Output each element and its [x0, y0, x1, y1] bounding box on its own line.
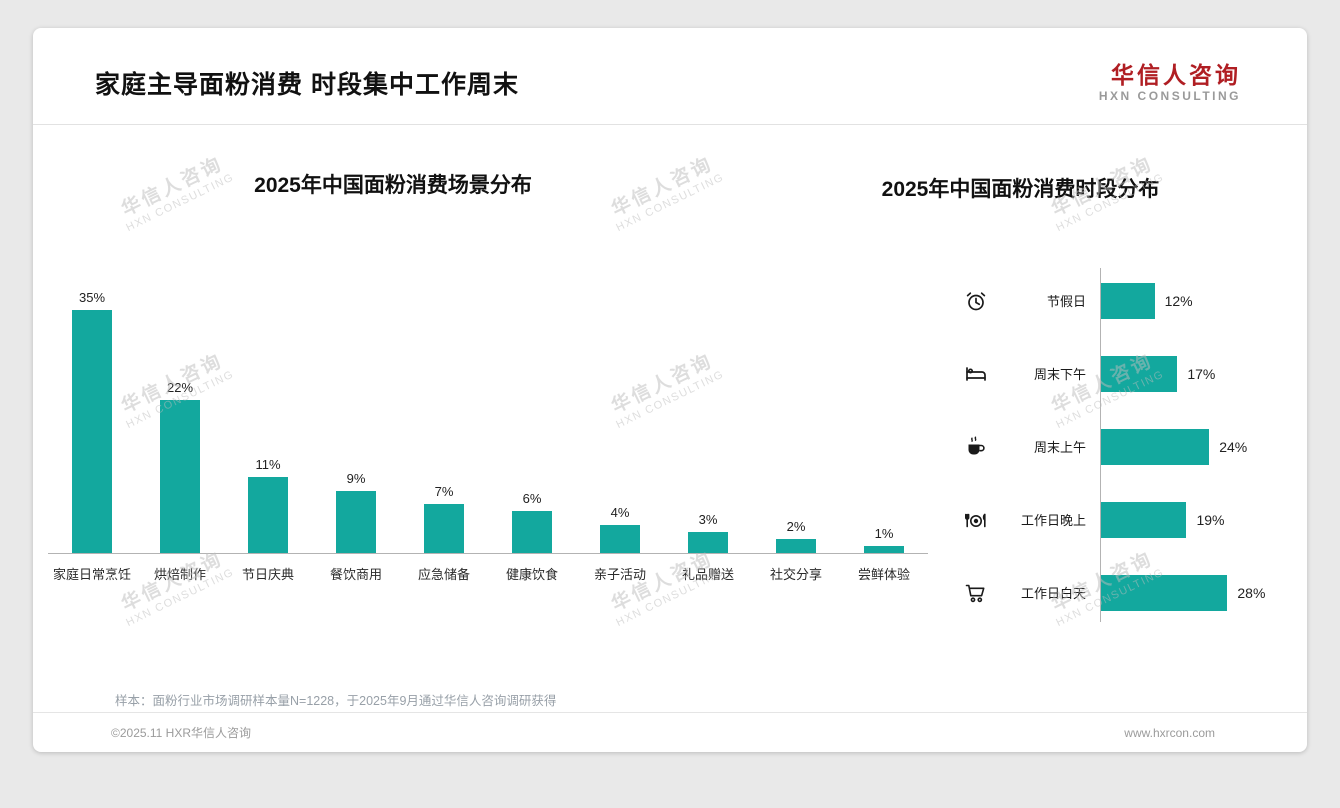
- footer: ©2025.11 HXR华信人咨询 www.hxrcon.com: [33, 712, 1307, 752]
- bar-category-label: 尝鲜体验: [857, 567, 910, 582]
- scene-bar-group: 9%: [312, 471, 400, 553]
- scene-bar: [512, 511, 552, 553]
- bar-value-label: 4%: [610, 505, 630, 521]
- footer-url: www.hxrcon.com: [1124, 725, 1215, 740]
- scene-bar: [864, 546, 904, 553]
- time-chart-title: 2025年中国面粉消费时段分布: [881, 178, 1160, 201]
- time-chart-axis: [1100, 268, 1101, 622]
- time-chart-rows: 节假日 12% 周末下午 17% 周末上午 24% 工作日晚上 19% 工作日白天 28%: [962, 264, 1307, 629]
- scene-bar: [688, 532, 728, 553]
- scene-chart: 35% 22% 11% 9% 7% 6% 4% 3% 2% 1% 家庭日常烹饪 烘焙制作 节日庆典 餐饮…: [48, 290, 928, 583]
- scene-bar-group: 6%: [488, 491, 576, 553]
- scene-bar-group: 4%: [576, 505, 664, 553]
- time-row: 周末下午 17%: [962, 337, 1307, 410]
- time-row: 工作日晚上 19%: [962, 483, 1307, 556]
- time-value-label: 17%: [1187, 365, 1216, 382]
- scene-bar-group: 35%: [48, 290, 136, 553]
- scene-bar: [336, 490, 376, 553]
- page-title: 家庭主导面粉消费 时段集中工作周末: [95, 71, 519, 99]
- bar-category-label: 烘焙制作: [153, 567, 206, 582]
- bar-category-label: 健康饮食: [505, 567, 558, 582]
- coffee-icon: [962, 435, 990, 459]
- time-category-label: 周末下午: [1033, 367, 1086, 382]
- bar-category-label: 社交分享: [769, 567, 822, 582]
- time-category-label: 节假日: [1046, 294, 1086, 309]
- bar-value-label: 11%: [255, 456, 281, 472]
- time-category-label: 周末上午: [1033, 440, 1086, 455]
- bar-value-label: 1%: [874, 526, 894, 542]
- bar-category-label: 家庭日常烹饪: [52, 567, 131, 582]
- header: 家庭主导面粉消费 时段集中工作周末 华信人咨询 HXN CONSULTING: [33, 28, 1307, 125]
- scene-bar: [776, 539, 816, 553]
- brand-subtitle: HXN CONSULTING: [1098, 89, 1241, 104]
- scene-bar-group: 22%: [136, 380, 224, 553]
- scene-bar: [160, 400, 200, 553]
- bar-value-label: 7%: [434, 484, 454, 500]
- bar-value-label: 6%: [522, 491, 542, 507]
- time-chart: 节假日 12% 周末下午 17% 周末上午 24% 工作日晚上 19% 工作日白天 28%: [962, 264, 1307, 629]
- time-bar: [1100, 428, 1210, 465]
- sample-note: 样本：面粉行业市场调研样本量N=1228，于2025年9月通过华信人咨询调研获得: [115, 694, 557, 708]
- footer-copyright: ©2025.11 HXR华信人咨询: [111, 726, 251, 740]
- shopping-cart-icon: [962, 581, 990, 605]
- time-value-label: 12%: [1164, 292, 1193, 309]
- time-bar: [1100, 501, 1187, 538]
- time-value-label: 19%: [1196, 511, 1225, 528]
- charts-area: 2025年中国面粉消费场景分布 2025年中国面粉消费时段分布 35% 22% 11…: [33, 125, 1307, 683]
- scene-bar-group: 7%: [400, 484, 488, 553]
- brand-logo: 华信人咨询 HXN CONSULTING: [1099, 62, 1241, 104]
- time-row: 工作日白天 28%: [962, 556, 1307, 629]
- scene-bar: [248, 476, 288, 553]
- time-bar: [1100, 574, 1228, 611]
- bar-category-label: 亲子活动: [593, 567, 646, 582]
- time-bar: [1100, 355, 1178, 392]
- scene-bar-group: 2%: [752, 519, 840, 553]
- time-row: 节假日 12%: [962, 264, 1307, 337]
- time-category-label: 工作日白天: [1020, 586, 1086, 601]
- bar-value-label: 9%: [346, 470, 366, 486]
- time-value-label: 28%: [1237, 584, 1266, 601]
- bed-icon: [962, 362, 990, 386]
- scene-bar: [600, 525, 640, 553]
- bar-category-label: 礼品赠送: [681, 567, 734, 582]
- scene-bar: [72, 310, 112, 553]
- time-value-label: 24%: [1219, 438, 1248, 455]
- bar-value-label: 3%: [698, 512, 718, 528]
- cutlery-icon: [962, 508, 990, 532]
- scene-bar-group: 11%: [224, 457, 312, 553]
- time-bar: [1100, 282, 1155, 319]
- bar-category-label: 应急储备: [417, 567, 470, 582]
- scene-chart-columns: 35% 22% 11% 9% 7% 6% 4% 3% 2% 1%: [48, 290, 928, 553]
- scene-bar: [424, 504, 464, 553]
- alarm-clock-icon: [962, 289, 990, 313]
- scene-chart-labels: 家庭日常烹饪 烘焙制作 节日庆典 餐饮商用 应急储备 健康饮食 亲子活动 礼品赠送 社交分享 尝鲜…: [48, 553, 928, 583]
- bar-value-label: 2%: [786, 519, 806, 535]
- time-category-label: 工作日晚上: [1020, 513, 1086, 528]
- scene-bar-group: 3%: [664, 512, 752, 553]
- bar-value-label: 35%: [78, 290, 106, 306]
- bar-category-label: 节日庆典: [241, 567, 294, 582]
- bar-category-label: 餐饮商用: [329, 567, 382, 582]
- slide: 家庭主导面粉消费 时段集中工作周末 华信人咨询 HXN CONSULTING 2…: [33, 28, 1307, 752]
- bar-value-label: 22%: [166, 380, 194, 396]
- scene-bar-group: 1%: [840, 526, 928, 553]
- brand-name: 华信人咨询: [1111, 61, 1241, 88]
- time-row: 周末上午 24%: [962, 410, 1307, 483]
- scene-chart-title: 2025年中国面粉消费场景分布: [254, 174, 532, 197]
